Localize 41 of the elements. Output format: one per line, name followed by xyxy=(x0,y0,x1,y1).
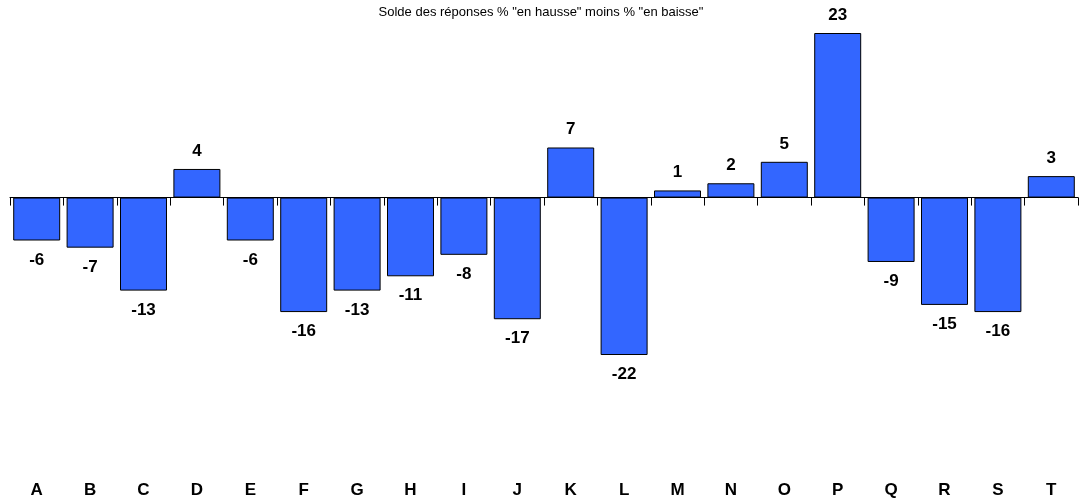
x-tick-label: C xyxy=(137,480,150,498)
data-label: 1 xyxy=(672,162,683,182)
x-tick-label: A xyxy=(30,480,43,498)
data-label: -11 xyxy=(398,285,423,305)
chart-title: Solde des réponses % "en hausse" moins % "en baisse" xyxy=(378,4,704,19)
data-label: -13 xyxy=(344,299,370,319)
data-label: -15 xyxy=(932,313,957,333)
data-label: -7 xyxy=(82,256,98,276)
x-tick-label: F xyxy=(298,480,309,498)
x-tick-label: Q xyxy=(884,480,898,498)
x-tick-label: T xyxy=(1046,480,1058,498)
x-tick-label: G xyxy=(350,480,364,498)
data-label: 4 xyxy=(192,140,203,160)
x-tick-label: M xyxy=(670,480,685,498)
x-tick-label: B xyxy=(83,480,97,498)
data-label: -17 xyxy=(505,328,530,348)
data-label: -8 xyxy=(456,263,472,283)
data-label: -9 xyxy=(883,270,899,290)
data-label: -13 xyxy=(131,299,156,319)
data-label: -6 xyxy=(242,249,258,269)
x-tick-label: R xyxy=(938,480,951,498)
x-tick-label: H xyxy=(404,480,417,498)
data-label: 3 xyxy=(1046,148,1057,168)
x-tick-label: O xyxy=(777,480,791,498)
data-label: 23 xyxy=(828,5,848,24)
data-label: -6 xyxy=(29,249,45,269)
x-tick-label: I xyxy=(461,480,467,498)
x-tick-label: J xyxy=(512,480,523,498)
x-tick-label: E xyxy=(244,480,256,498)
data-label: -16 xyxy=(291,321,316,341)
x-tick-label: K xyxy=(564,480,578,498)
data-label: -16 xyxy=(985,321,1011,341)
data-label: -22 xyxy=(611,364,637,383)
x-tick-label: N xyxy=(724,480,738,498)
data-label: 2 xyxy=(726,155,736,175)
x-tick-label: S xyxy=(992,480,1004,498)
x-tick-label: P xyxy=(832,480,844,498)
data-label: 7 xyxy=(565,119,576,139)
x-tick-label: D xyxy=(190,480,204,498)
data-label: 5 xyxy=(779,133,790,153)
x-tick-label: L xyxy=(618,480,630,498)
